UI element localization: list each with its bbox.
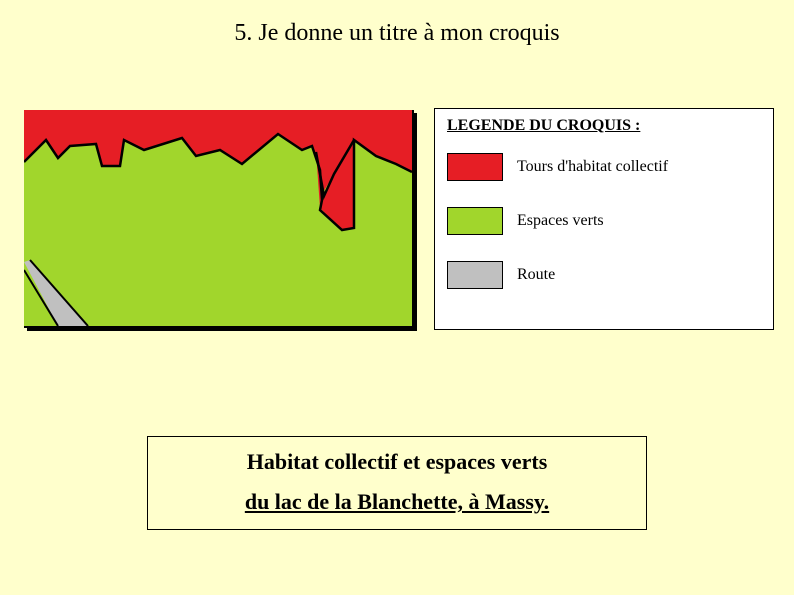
caption-line1: Habitat collectif et espaces verts [156,449,638,475]
legend-item: Espaces verts [447,207,761,235]
legend-swatch-greenery [447,207,503,235]
croquis-canvas [24,110,412,326]
slide-heading: 5. Je donne un titre à mon croquis [0,20,794,47]
legend-label: Route [517,266,555,284]
legend-item: Tours d'habitat collectif [447,153,761,181]
legend-label: Tours d'habitat collectif [517,158,668,176]
legend-item: Route [447,261,761,289]
heading-text: 5. Je donne un titre à mon croquis [234,20,559,46]
legend-label: Espaces verts [517,212,604,230]
caption-line2: du lac de la Blanchette, à Massy. [156,489,638,515]
legend-box: LEGENDE DU CROQUIS : Tours d'habitat col… [434,108,774,330]
legend-items: Tours d'habitat collectif Espaces verts … [447,153,761,289]
legend-title: LEGENDE DU CROQUIS : [447,117,761,135]
croquis-svg [24,110,412,326]
croquis-frame [24,110,414,328]
caption-box: Habitat collectif et espaces verts du la… [147,436,647,530]
legend-swatch-buildings [447,153,503,181]
legend-swatch-road [447,261,503,289]
